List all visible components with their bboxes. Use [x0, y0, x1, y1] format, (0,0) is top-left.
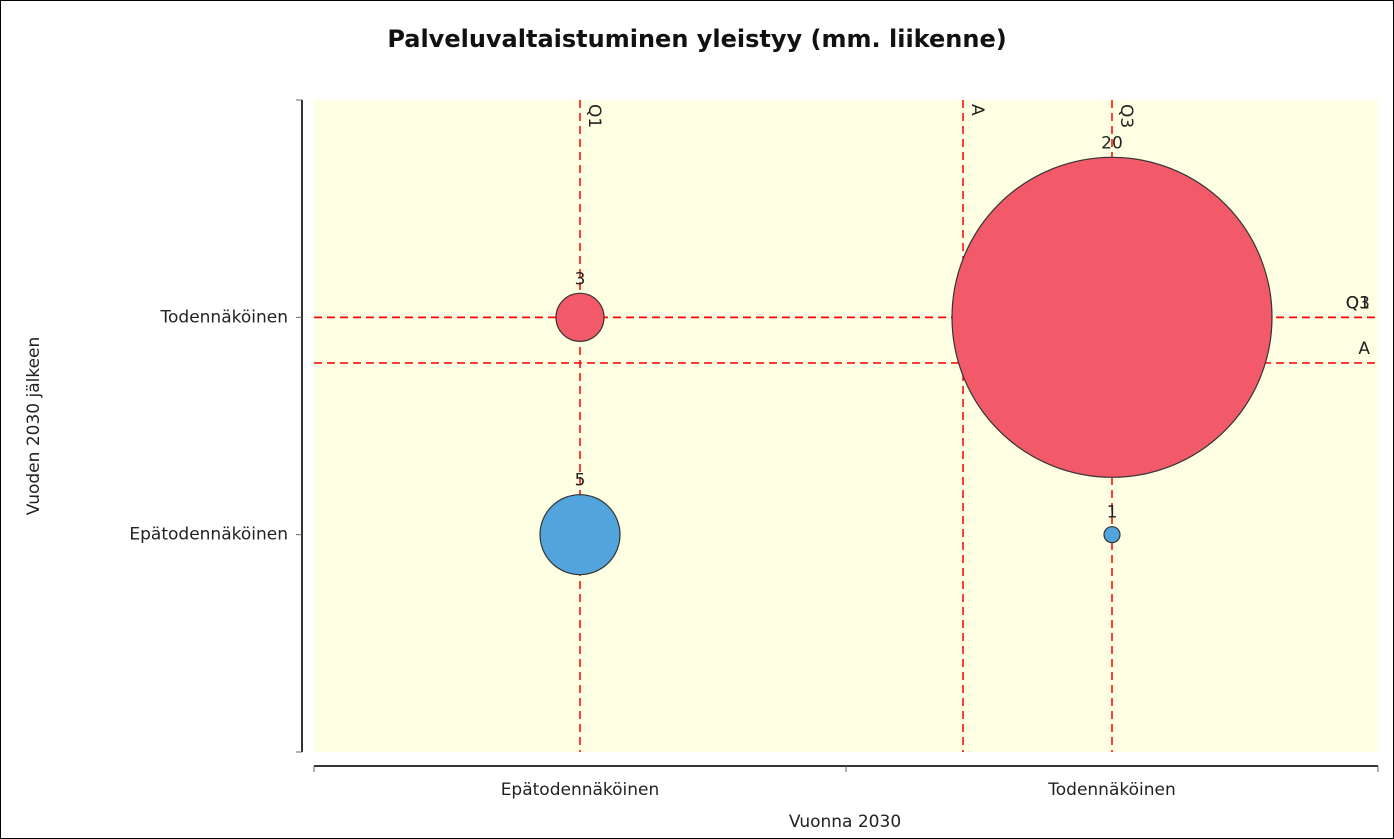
bubble [951, 156, 1273, 478]
y-axis-label: Vuoden 2030 jälkeen [24, 337, 44, 516]
reference-label: Q1 [584, 104, 604, 128]
reference-label: Q1 [1346, 293, 1370, 313]
x-tick-label: Epätodennäköinen [501, 780, 660, 800]
reference-label: Q3 [1346, 293, 1370, 313]
y-tick-label: Epätodennäköinen [129, 525, 288, 545]
bubble [555, 292, 605, 342]
data-label: 20 [1101, 133, 1123, 153]
data-label: 3 [575, 269, 586, 289]
reference-label: A [967, 104, 987, 116]
chart-title: Palveluvaltaistuminen yleistyy (mm. liik… [387, 25, 1006, 53]
bubble [539, 494, 621, 576]
x-axis-label: Vuonna 2030 [789, 812, 901, 832]
y-tick-label: Todennäköinen [160, 307, 288, 327]
data-label: 5 [575, 471, 586, 491]
reference-label: A [1358, 339, 1370, 359]
x-tick-label: Todennäköinen [1047, 780, 1175, 800]
bubble [1103, 526, 1121, 544]
reference-label: Q3 [1116, 104, 1136, 128]
data-label: 1 [1107, 503, 1118, 523]
